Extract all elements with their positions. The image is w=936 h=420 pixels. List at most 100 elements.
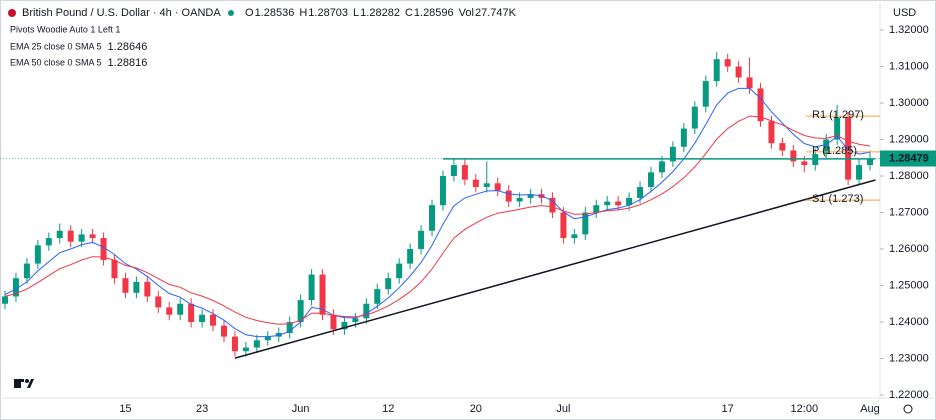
settings-icon[interactable]: [903, 404, 913, 414]
candle-body: [89, 234, 96, 239]
candle-body: [429, 205, 436, 231]
candle-body: [45, 238, 52, 246]
candle-body: [297, 300, 304, 322]
x-tick-label: Jun: [292, 403, 310, 415]
ohlc-key: O: [245, 7, 254, 19]
currency-label: USD: [893, 7, 916, 19]
y-tick-label: 1.31000: [889, 60, 929, 72]
x-tick-label: 15: [119, 403, 131, 415]
candle-body: [637, 186, 644, 198]
pivot-label: P (1.285): [812, 145, 857, 157]
ohlc-value: 1.28596: [414, 7, 454, 19]
candle-body: [494, 183, 501, 191]
y-tick-label: 1.29000: [889, 133, 929, 145]
x-tick-label: 17: [722, 403, 734, 415]
candle-body: [363, 303, 370, 319]
candle-body: [330, 314, 337, 330]
candle-body: [155, 296, 162, 308]
candle-body: [319, 274, 326, 315]
candle-body: [231, 336, 238, 352]
candle-body: [669, 146, 676, 162]
candle-body: [735, 66, 742, 78]
candle-body: [253, 340, 260, 348]
candle-body: [177, 303, 184, 315]
ohlc-key: H: [299, 7, 307, 19]
candle-body: [593, 205, 600, 213]
candle-body: [779, 143, 786, 151]
candle-body: [845, 117, 852, 180]
candle-body: [856, 165, 863, 180]
candle-body: [626, 197, 633, 206]
ohlc-key: L: [353, 7, 359, 19]
ohlc-key: C: [405, 7, 413, 19]
candle-body: [122, 278, 129, 293]
candle-body: [549, 197, 556, 213]
candle-body: [12, 278, 19, 297]
trendline: [234, 179, 876, 359]
candle-body: [713, 59, 720, 82]
candle-body: [352, 318, 359, 322]
candle-body: [34, 245, 41, 264]
pivot-label: S1 (1.273): [812, 193, 863, 205]
x-tick-label: 12:00: [791, 403, 819, 415]
ohlc-value: 27.747K: [475, 7, 517, 19]
y-tick-label: 1.30000: [889, 97, 929, 109]
market-status: [228, 10, 234, 16]
legend-value: 1.28646: [108, 41, 148, 53]
candle-body: [658, 161, 665, 173]
candle-body: [768, 121, 775, 144]
x-tick-label: 12: [382, 403, 394, 415]
candle-body: [702, 81, 709, 107]
ohlc-value: 1.28282: [360, 7, 400, 19]
candle-body: [516, 197, 523, 202]
candle-body: [527, 194, 534, 198]
x-tick-label: 23: [196, 403, 208, 415]
candle-body: [867, 158, 873, 166]
indicator-label: EMA 50 close 0 SMA 5: [10, 57, 102, 67]
ohlc-legend: O 1.28536 H 1.28703 L 1.28282 C 1.28596 Vol 27.74…: [245, 7, 517, 19]
candle-body: [604, 201, 611, 206]
candle-body: [680, 128, 687, 147]
y-tick-label: 1.24000: [889, 316, 929, 328]
candle-body: [67, 230, 74, 242]
candle-body: [724, 59, 731, 67]
candle-body: [790, 150, 797, 162]
candle-body: [757, 88, 764, 122]
candle-body: [78, 234, 85, 242]
y-tick-label: 1.22000: [889, 389, 929, 401]
y-tick-label: 1.23000: [889, 352, 929, 364]
candle-body: [308, 274, 315, 301]
candle-body: [341, 322, 348, 330]
candle-body: [210, 314, 217, 326]
candle-body: [472, 179, 479, 187]
ohlc-key: Vol: [459, 7, 474, 19]
x-tick-label: Jul: [556, 403, 570, 415]
ema-line: [4, 115, 871, 325]
ema-line: [4, 87, 871, 338]
x-tick-label: Aug: [860, 403, 880, 415]
candle-body: [407, 249, 414, 264]
candle-body: [505, 190, 512, 202]
candle-body: [571, 234, 578, 239]
pivot-label: R1 (1.297): [812, 109, 864, 121]
candle-body: [220, 325, 227, 337]
candle-body: [560, 212, 567, 239]
candle-body: [275, 332, 282, 337]
candle-body: [374, 289, 381, 304]
legend-value: 1.28816: [108, 57, 148, 69]
x-tick-label: 20: [470, 403, 482, 415]
candle-body: [801, 161, 808, 166]
candle-body: [100, 238, 107, 260]
symbol-title: British Pound / U.S. Dollar · 4h · OANDA: [22, 7, 221, 19]
last-price-tag: [880, 150, 936, 167]
candle-body: [450, 165, 457, 176]
candle-body: [242, 347, 249, 352]
candle-body: [439, 176, 446, 206]
candle-body: [648, 172, 655, 187]
indicator-label: EMA 25 close 0 SMA 5: [10, 41, 102, 51]
candle-body: [111, 259, 118, 279]
candle-body: [461, 165, 468, 180]
candle-body: [746, 77, 753, 89]
